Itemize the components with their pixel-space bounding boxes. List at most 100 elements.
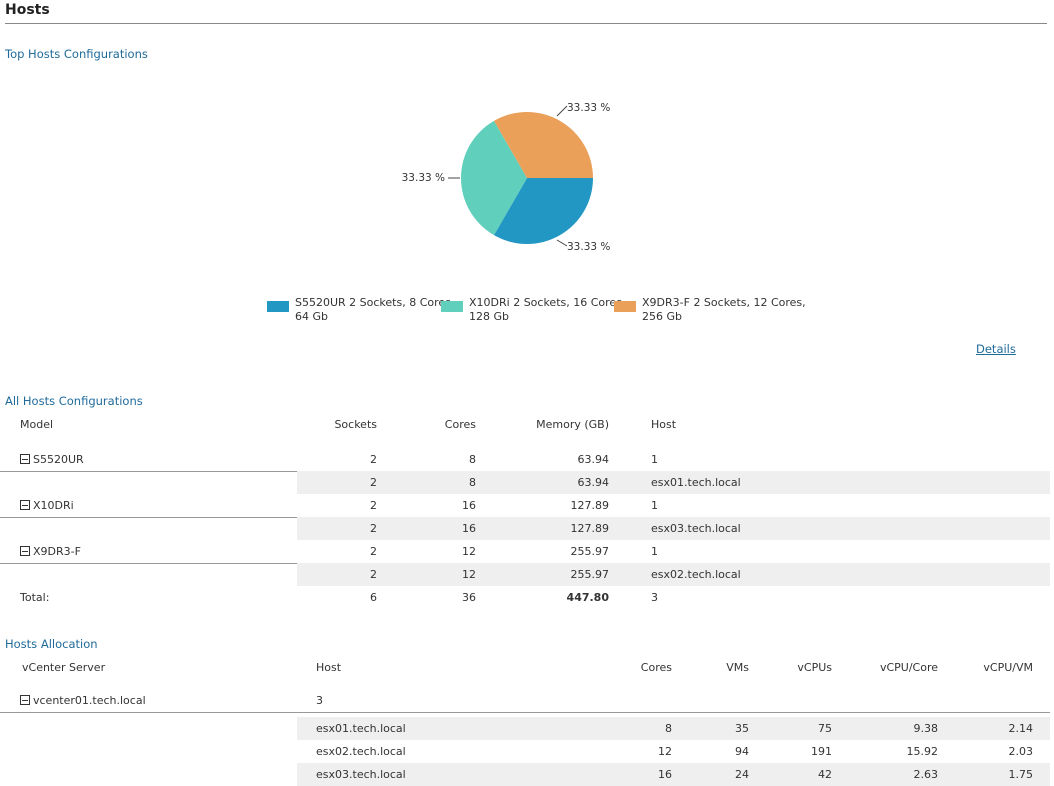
cell-text: 2	[370, 568, 377, 581]
cell-text: 1	[651, 453, 658, 466]
table-cell: 12	[462, 545, 476, 558]
group-row[interactable]: X10DRi 2 16 127.89 1	[0, 494, 1050, 518]
column-header[interactable]: vCenter Server	[22, 661, 106, 674]
table-cell: esx01.tech.local	[316, 722, 406, 735]
table-cell: 16	[462, 522, 476, 535]
cell-text: 12	[462, 568, 476, 581]
table-cell: 6	[370, 591, 377, 604]
column-header[interactable]: VMs	[726, 661, 749, 674]
cell-text: esx01.tech.local	[651, 476, 741, 489]
cell-text: 2.63	[913, 768, 939, 781]
cell-text: 12	[658, 745, 672, 758]
data-label-leader	[556, 105, 568, 117]
table-cell: 2	[370, 545, 377, 558]
table-cell: 8	[665, 722, 672, 735]
legend-swatch	[441, 301, 463, 312]
table-cell: X10DRi	[20, 499, 74, 512]
cell-text: esx02.tech.local	[316, 745, 406, 758]
table-cell: 24	[735, 768, 749, 781]
details-link[interactable]: Details	[976, 342, 1016, 356]
row-background	[297, 563, 1050, 586]
table-cell: 15.92	[907, 745, 939, 758]
legend-item-2[interactable]: X9DR3-F 2 Sockets, 12 Cores, 256 Gb	[614, 296, 806, 324]
column-header[interactable]: Sockets	[334, 418, 377, 431]
cell-text: 8	[469, 453, 476, 466]
cell-text: 3	[316, 694, 323, 707]
table-cell: 2.14	[1009, 722, 1034, 735]
table-cell: 12	[462, 568, 476, 581]
group-row[interactable]: S5520UR 2 8 63.94 1	[0, 448, 1050, 472]
cell-text: 127.89	[570, 522, 610, 535]
table-row[interactable]: esx01.tech.local 8 35 75 9.38 2.14	[0, 717, 1050, 740]
legend-label: 64 Gb	[295, 310, 328, 323]
column-header[interactable]: Host	[316, 661, 342, 674]
table-cell: 8	[469, 453, 476, 466]
column-header[interactable]: vCPUs	[797, 661, 832, 674]
table-cell: 1	[651, 545, 658, 558]
collapse-toggle-icon[interactable]	[20, 454, 30, 464]
cell-text: esx03.tech.local	[316, 768, 406, 781]
cell-text: 447.80	[566, 591, 609, 604]
table-cell: 447.80	[567, 591, 609, 604]
column-header[interactable]: vCPU/Core	[879, 661, 938, 674]
table-cell: 94	[735, 745, 749, 758]
cell-text: 2	[370, 545, 377, 558]
pie-slice[interactable]	[494, 111, 593, 178]
cell-text: 2	[370, 476, 377, 489]
cell-text: 75	[818, 722, 832, 735]
group-row[interactable]: X9DR3-F 2 12 255.97 1	[0, 540, 1050, 564]
collapse-toggle-icon[interactable]	[20, 695, 30, 705]
legend-item-0[interactable]: S5520UR 2 Sockets, 8 Cores, 64 Gb	[267, 296, 454, 324]
legend-swatch	[267, 301, 289, 312]
column-header[interactable]: vCPU/VM	[983, 661, 1033, 674]
cell-text: 2	[370, 522, 377, 535]
cell-text: 6	[370, 591, 377, 604]
row-background	[297, 717, 1050, 740]
table-cell: 2.03	[1009, 745, 1034, 758]
cell-text: 12	[462, 545, 476, 558]
collapse-toggle-icon[interactable]	[20, 500, 30, 510]
cell-text: 15.92	[906, 745, 939, 758]
column-header[interactable]: Cores	[444, 418, 476, 431]
legend-label: 256 Gb	[642, 310, 682, 323]
table-cell: esx01.tech.local	[651, 476, 741, 489]
cell-text: 16	[462, 522, 476, 535]
table-cell: 2.63	[914, 768, 939, 781]
cell-text: 63.94	[577, 476, 610, 489]
table-cell: 255.97	[571, 568, 610, 581]
table-row[interactable]: 2 12 255.97 esx02.tech.local	[0, 563, 1050, 586]
cell-text: esx02.tech.local	[651, 568, 741, 581]
table-row[interactable]: 2 8 63.94 esx01.tech.local	[0, 471, 1050, 494]
column-header[interactable]: Model	[20, 418, 54, 431]
legend-item-1[interactable]: X10DRi 2 Sockets, 16 Cores, 128 Gb	[441, 296, 625, 324]
cell-text: X10DRi	[33, 499, 74, 512]
table-row[interactable]: 2 16 127.89 esx03.tech.local	[0, 517, 1050, 540]
table-cell: 127.89	[571, 522, 610, 535]
row-background	[297, 517, 1050, 540]
cell-text: 42	[818, 768, 832, 781]
pie-slice[interactable]	[461, 120, 527, 236]
table-cell: 2	[370, 476, 377, 489]
cell-text: 94	[735, 745, 749, 758]
column-header[interactable]: Host	[651, 418, 677, 431]
table-cell: vcenter01.tech.local	[20, 694, 146, 707]
pie-slice[interactable]	[494, 178, 593, 245]
section-title-top-hosts: Top Hosts Configurations	[5, 47, 148, 61]
collapse-toggle-icon[interactable]	[20, 546, 30, 556]
total-row[interactable]: Total: 6 36 447.80 3	[0, 586, 1050, 609]
legend-label: S5520UR 2 Sockets, 8 Cores,	[295, 296, 455, 309]
cell-text: 63.94	[577, 453, 610, 466]
table-cell: 16	[462, 499, 476, 512]
table-cell: 36	[462, 591, 476, 604]
group-row[interactable]: vcenter01.tech.local 3	[0, 689, 1050, 713]
column-header[interactable]: Cores	[640, 661, 672, 674]
table-cell: X9DR3-F	[20, 545, 81, 558]
table-cell: 1	[651, 499, 658, 512]
cell-text: S5520UR	[33, 453, 84, 466]
column-header[interactable]: Memory (GB)	[536, 418, 609, 431]
data-label: 33.33 %	[567, 241, 610, 253]
row-background	[297, 763, 1050, 786]
table-row[interactable]: esx02.tech.local 12 94 191 15.92 2.03	[0, 740, 1050, 763]
table-cell: 75	[818, 722, 832, 735]
table-row[interactable]: esx03.tech.local 16 24 42 2.63 1.75	[0, 763, 1050, 786]
